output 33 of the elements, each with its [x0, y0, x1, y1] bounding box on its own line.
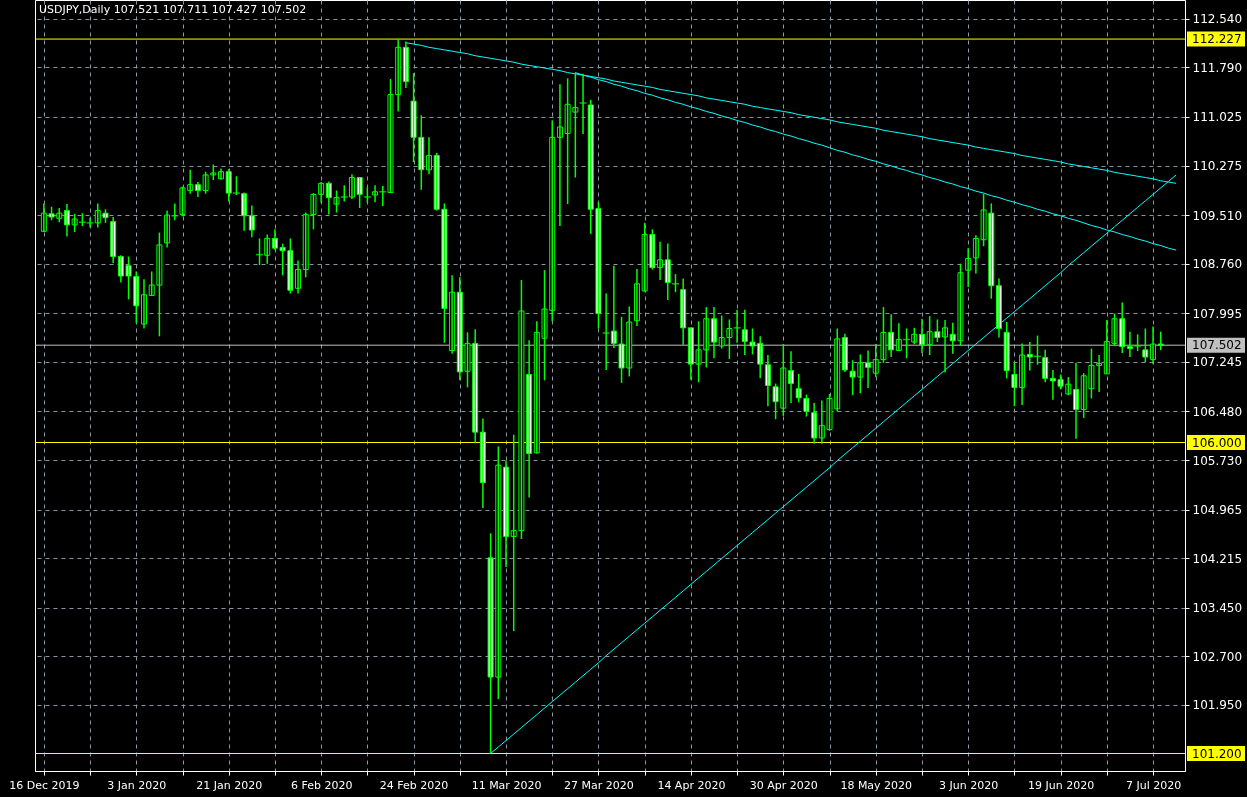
x-tick-label: 3 Jun 2020 — [939, 778, 999, 792]
x-tick-label: 14 Apr 2020 — [657, 778, 726, 792]
x-tick-label: 27 Mar 2020 — [564, 778, 634, 792]
y-tick-label: 109.510 — [1192, 208, 1243, 223]
y-tick-label: 104.965 — [1192, 503, 1243, 518]
x-tick-label: 18 May 2020 — [840, 778, 913, 792]
y-tick-label: 102.700 — [1192, 649, 1243, 664]
y-tick-label: 112.540 — [1192, 12, 1243, 27]
y-tick-label: 107.995 — [1192, 306, 1243, 321]
x-tick-label: 7 Jul 2020 — [1125, 778, 1182, 792]
y-tick-label: 106.480 — [1192, 404, 1243, 419]
y-tick-label: 111.025 — [1192, 110, 1243, 125]
y-tick-label: 104.215 — [1192, 551, 1243, 566]
x-tick-label: 6 Feb 2020 — [290, 778, 353, 792]
ref-line-label: 112.227 — [1192, 32, 1242, 47]
y-tick-label: 101.950 — [1192, 698, 1243, 713]
chart-title: USDJPY,Daily 107.521 107.711 107.427 107.502 — [39, 3, 307, 16]
ref-line-label: 101.200 — [1192, 746, 1242, 761]
x-tick-label: 24 Feb 2020 — [379, 778, 449, 792]
x-tick-label: 19 Jun 2020 — [1028, 778, 1095, 792]
y-tick-label: 105.730 — [1192, 453, 1243, 468]
x-tick-label: 21 Jan 2020 — [196, 778, 263, 792]
x-tick-label: 11 Mar 2020 — [471, 778, 542, 792]
x-tick-label: 30 Apr 2020 — [749, 778, 818, 792]
x-tick-label: 3 Jan 2020 — [107, 778, 167, 792]
x-tick-label: 16 Dec 2019 — [9, 778, 80, 792]
y-tick-label: 107.245 — [1192, 355, 1243, 370]
y-tick-label: 110.275 — [1192, 159, 1243, 174]
ref-line-label: 107.502 — [1192, 338, 1242, 353]
y-tick-label: 111.790 — [1192, 60, 1243, 75]
ref-line-label: 106.000 — [1192, 435, 1242, 450]
y-tick-label: 103.450 — [1192, 601, 1243, 616]
y-tick-label: 108.760 — [1192, 257, 1243, 272]
